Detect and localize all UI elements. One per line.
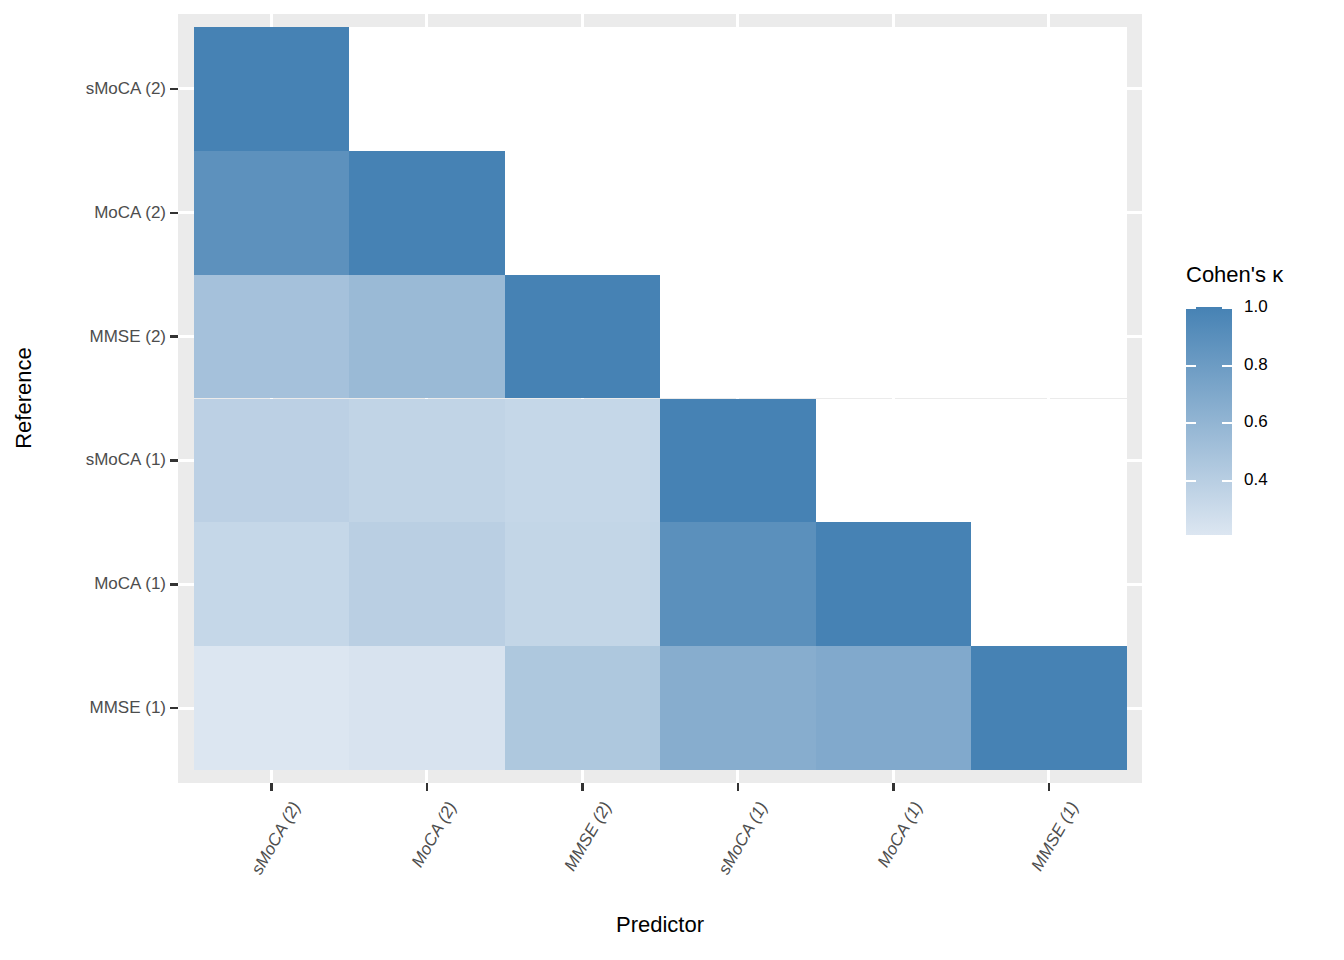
legend-tick-mark bbox=[1222, 480, 1232, 482]
x-axis-tick bbox=[1048, 783, 1051, 791]
heatmap-tile bbox=[971, 399, 1127, 523]
legend-title: Cohen's κ bbox=[1186, 262, 1283, 288]
heatmap-tile bbox=[349, 27, 505, 151]
x-tick-label: MMSE (1) bbox=[935, 798, 1084, 960]
x-axis-tick bbox=[426, 783, 429, 791]
heatmap-tile bbox=[816, 522, 972, 646]
x-axis-tick bbox=[270, 783, 273, 791]
y-axis-tick bbox=[170, 583, 178, 586]
heatmap-tile bbox=[194, 275, 350, 399]
legend-tick-mark bbox=[1222, 422, 1232, 424]
heatmap-tile bbox=[971, 151, 1127, 275]
y-tick-label: MMSE (2) bbox=[0, 326, 166, 348]
heatmap-tile bbox=[194, 522, 350, 646]
heatmap-tile bbox=[816, 151, 972, 275]
heatmap-tile bbox=[971, 27, 1127, 151]
y-tick-label: MoCA (2) bbox=[0, 202, 166, 224]
y-axis-tick bbox=[170, 335, 178, 338]
heatmap-tile bbox=[816, 399, 972, 523]
x-axis-tick bbox=[737, 783, 740, 791]
y-axis-tick bbox=[170, 88, 178, 91]
legend-tick-mark bbox=[1186, 307, 1196, 309]
x-tick-label: sMoCA (2) bbox=[157, 798, 306, 960]
cohens-kappa-heatmap-figure: Reference Predictor Cohen's κ sMoCA (2)s… bbox=[0, 0, 1344, 960]
heatmap-tile bbox=[194, 27, 350, 151]
legend-tick-mark bbox=[1186, 480, 1196, 482]
heatmap-tile bbox=[660, 27, 816, 151]
heatmap-tile bbox=[194, 151, 350, 275]
y-axis-tick bbox=[170, 212, 178, 215]
heatmap-tile bbox=[349, 399, 505, 523]
heatmap-tile bbox=[816, 275, 972, 399]
heatmap-tile bbox=[194, 646, 350, 770]
y-tick-label: MMSE (1) bbox=[0, 697, 166, 719]
y-axis-tick bbox=[170, 707, 178, 710]
heatmap-tile bbox=[660, 399, 816, 523]
legend-colorbar bbox=[1186, 307, 1232, 535]
heatmap-tile bbox=[505, 275, 661, 399]
y-axis-tick bbox=[170, 459, 178, 462]
x-axis-tick bbox=[581, 783, 584, 791]
legend-tick-mark bbox=[1222, 365, 1232, 367]
heatmap-tile bbox=[971, 522, 1127, 646]
y-tick-label: MoCA (1) bbox=[0, 573, 166, 595]
heatmap-tile bbox=[505, 522, 661, 646]
heatmap-tile bbox=[349, 522, 505, 646]
heatmap-tile bbox=[505, 646, 661, 770]
heatmap-tile bbox=[971, 646, 1127, 770]
heatmap-tile bbox=[660, 151, 816, 275]
legend-tick-label: 0.4 bbox=[1244, 469, 1268, 491]
heatmap-tile bbox=[505, 27, 661, 151]
legend-tick-label: 0.6 bbox=[1244, 411, 1268, 433]
heatmap-tile bbox=[505, 399, 661, 523]
heatmap-tile bbox=[816, 646, 972, 770]
legend-tick-label: 1.0 bbox=[1244, 296, 1268, 318]
heatmap-tile bbox=[505, 151, 661, 275]
y-axis-title: Reference bbox=[11, 248, 37, 548]
heatmap-tile bbox=[349, 646, 505, 770]
heatmap-tile bbox=[660, 646, 816, 770]
heatmap-tile bbox=[971, 275, 1127, 399]
heatmap-tile bbox=[194, 399, 350, 523]
legend-tick-mark bbox=[1186, 365, 1196, 367]
legend-tick-label: 0.8 bbox=[1244, 354, 1268, 376]
legend-tick-mark bbox=[1186, 422, 1196, 424]
heatmap-tile bbox=[349, 275, 505, 399]
heatmap-tile bbox=[816, 27, 972, 151]
heatmap-tile bbox=[660, 522, 816, 646]
heatmap-tile bbox=[349, 151, 505, 275]
x-tick-label: MoCA (2) bbox=[313, 798, 462, 960]
y-tick-label: sMoCA (1) bbox=[0, 449, 166, 471]
y-tick-label: sMoCA (2) bbox=[0, 78, 166, 100]
heatmap-tile bbox=[660, 275, 816, 399]
x-axis-tick bbox=[892, 783, 895, 791]
legend-tick-mark bbox=[1222, 307, 1232, 309]
